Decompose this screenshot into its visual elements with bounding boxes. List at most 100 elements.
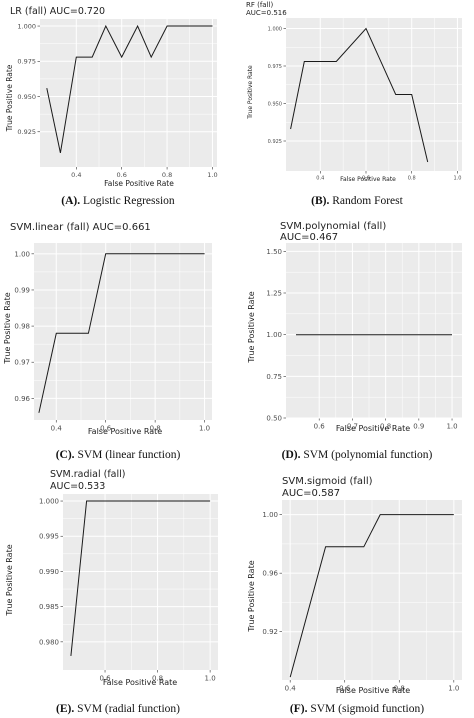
panel-b-title: RF (fall) bbox=[246, 1, 273, 9]
panel-d-y-tick-label-0: 0.50 bbox=[266, 414, 282, 422]
panel-a-x-tick-label-0: 0.4 bbox=[71, 171, 81, 179]
panel-b-caption-label: (B). bbox=[311, 195, 329, 207]
panel-a-x-tick-label-2: 0.8 bbox=[162, 171, 172, 179]
panel-f-xlabel: False Positive Rate bbox=[336, 686, 410, 695]
panel-c-x-tick-label-1: 0.6 bbox=[100, 425, 112, 433]
panel-e-y-tick-label-0: 0.980 bbox=[39, 638, 59, 646]
panel-d-x-tick-label-0: 0.6 bbox=[314, 423, 326, 431]
panel-d-plot: 0.6 0.7 0.8 0.9 1.0 0.50 0.75 1.00 1.25 1.50 bbox=[266, 243, 462, 431]
panel-e-plot-background bbox=[63, 494, 218, 670]
panel-d-caption-text: SVM (polynomial function) bbox=[300, 449, 432, 461]
panel-f-caption-label: (F). bbox=[290, 703, 308, 715]
panel-f-ylabel: True Positive Rate bbox=[247, 560, 256, 632]
panel-b-y-tick-label-0: 0.925 bbox=[268, 139, 282, 145]
panel-f-x-tick-label-1: 0.6 bbox=[339, 685, 351, 693]
panel-b-y-tick-label-3: 1.000 bbox=[268, 26, 282, 32]
panel-c-caption-label: (C). bbox=[56, 449, 75, 461]
panel-d-ylabel: True Positive Rate bbox=[247, 291, 256, 363]
panel-c-plot: 0.4 0.6 0.8 1.0 0.96 0.97 0.98 0.99 1.00 bbox=[14, 243, 212, 433]
panel-a-title: LR (fall) AUC=0.720 bbox=[10, 6, 105, 17]
panel-b: RF (fall) AUC=0.516 0.4 0.6 0.8 1.0 0.925 0.9… bbox=[246, 1, 462, 207]
panel-c-x-tick-label-0: 0.4 bbox=[51, 425, 63, 433]
panel-c-y-tick-label-2: 0.98 bbox=[14, 323, 30, 331]
panel-d-y-tick-label-1: 0.75 bbox=[266, 373, 282, 381]
panel-d-title-auc: AUC=0.467 bbox=[280, 232, 338, 243]
panel-a-xlabel: False Positive Rate bbox=[104, 179, 174, 188]
panel-e: SVM.radial (fall) AUC=0.533 0.6 0.8 1.0 0.9… bbox=[5, 469, 218, 715]
panel-a-plot: 0.4 0.6 0.8 1.0 0.925 0.950 0.975 1.000 bbox=[17, 19, 218, 179]
panel-a-x-tick-label-1: 0.6 bbox=[117, 171, 127, 179]
panel-c-y-tick-label-0: 0.96 bbox=[14, 395, 30, 403]
panel-b-x-tick-label-0: 0.4 bbox=[316, 176, 324, 182]
panel-e-y-tick-label-2: 0.990 bbox=[39, 568, 59, 576]
panel-c-y-tick-label-1: 0.97 bbox=[14, 359, 30, 367]
panel-c-caption: (C). SVM (linear function) bbox=[56, 449, 181, 461]
panel-a-caption-text: Logistic Regression bbox=[80, 195, 175, 207]
panel-a-roc-line bbox=[46, 24, 213, 154]
panel-a-x-tick-label-3: 1.0 bbox=[207, 171, 217, 179]
panel-e-title-auc: AUC=0.533 bbox=[50, 481, 105, 492]
panel-b-y-tick-label-1: 0.950 bbox=[268, 101, 282, 107]
panel-d-y-tick-label-4: 1.50 bbox=[266, 248, 282, 256]
panel-d-y-tick-label-2: 1.00 bbox=[266, 331, 282, 339]
panel-e-caption-text: SVM (radial function) bbox=[74, 703, 180, 715]
panel-e-y-tick-label-1: 0.985 bbox=[39, 603, 59, 611]
panel-d-x-tick-label-2: 0.8 bbox=[380, 423, 391, 431]
panel-b-xlabel: False Positive Rate bbox=[340, 176, 396, 183]
panel-f-x-tick-label-0: 0.4 bbox=[285, 685, 297, 693]
panel-d-x-tick-label-1: 0.7 bbox=[347, 423, 358, 431]
panel-a: LR (fall) AUC=0.720 0.4 0.6 0.8 1.0 0.925 0.9… bbox=[5, 6, 218, 207]
panel-f-x-tick-label-2: 0.8 bbox=[394, 685, 405, 693]
panel-b-plot-background bbox=[286, 18, 462, 171]
panel-e-ylabel: True Positive Rate bbox=[5, 544, 14, 616]
panel-e-y-tick-label-3: 0.995 bbox=[39, 533, 59, 541]
panel-e-x-tick-label-1: 0.8 bbox=[152, 675, 163, 683]
panel-d-y-tick-label-3: 1.25 bbox=[266, 289, 282, 297]
panel-b-caption-text: Random Forest bbox=[329, 195, 403, 207]
panel-c: SVM.linear (fall) AUC=0.661 0.4 0.6 0.8 1.0… bbox=[3, 222, 212, 461]
panel-d-x-tick-label-3: 0.9 bbox=[413, 423, 424, 431]
panel-d: SVM.polynomial (fall) AUC=0.467 0.6 0.7 0.… bbox=[247, 221, 462, 461]
panel-b-y-tick-label-2: 0.975 bbox=[268, 64, 282, 70]
panel-e-title: SVM.radial (fall) bbox=[50, 469, 125, 480]
panel-b-x-tick-label-2: 0.8 bbox=[408, 176, 416, 182]
panel-e-xlabel: False Positive Rate bbox=[103, 678, 177, 687]
panel-d-caption-label: (D). bbox=[282, 449, 301, 461]
panel-b-ylabel: True Positive Rate bbox=[247, 65, 254, 120]
panel-f-x-tick-label-3: 1.0 bbox=[448, 685, 459, 693]
panel-f-y-tick-label-2: 1.00 bbox=[262, 511, 278, 519]
panel-a-ylabel: True Positive Rate bbox=[5, 64, 14, 132]
panel-c-plot-background bbox=[34, 243, 212, 420]
panel-a-plot-background bbox=[40, 19, 217, 167]
panel-b-x-tick-label-3: 1.0 bbox=[453, 176, 461, 182]
panel-c-y-tick-label-4: 1.00 bbox=[14, 250, 30, 258]
panel-f-y-tick-label-0: 0.92 bbox=[262, 628, 278, 636]
panel-d-xlabel: False Positive Rate bbox=[336, 424, 410, 433]
panel-f: SVM.sigmoid (fall) AUC=0.587 0.4 0.6 0.8 1.… bbox=[247, 476, 462, 715]
panel-a-y-tick-label-2: 0.975 bbox=[17, 58, 36, 66]
panel-f-caption-text: SVM (sigmoid function) bbox=[307, 703, 424, 715]
panel-f-y-tick-label-1: 0.96 bbox=[262, 570, 278, 578]
panel-e-plot: 0.6 0.8 1.0 0.980 0.985 0.990 0.995 1.000 bbox=[39, 494, 218, 683]
panel-c-caption-text: SVM (linear function) bbox=[75, 449, 181, 461]
panel-c-ylabel: True Positive Rate bbox=[3, 292, 12, 364]
panel-e-caption-label: (E). bbox=[56, 703, 74, 715]
panel-c-roc-line bbox=[38, 253, 205, 413]
panel-e-x-tick-label-2: 1.0 bbox=[205, 675, 216, 683]
panel-b-caption: (B). Random Forest bbox=[311, 195, 403, 207]
panel-d-x-tick-label-4: 1.0 bbox=[446, 423, 457, 431]
panel-e-y-tick-label-4: 1.000 bbox=[39, 497, 59, 505]
panel-e-roc-line bbox=[70, 500, 211, 656]
panel-c-x-tick-label-3: 1.0 bbox=[199, 425, 210, 433]
panel-a-caption: (A). Logistic Regression bbox=[61, 195, 175, 207]
panel-f-caption: (F). SVM (sigmoid function) bbox=[290, 703, 424, 715]
panel-a-y-tick-label-3: 1.000 bbox=[17, 22, 36, 30]
panel-c-title: SVM.linear (fall) AUC=0.661 bbox=[10, 222, 151, 233]
panel-c-x-tick-label-2: 0.8 bbox=[150, 425, 161, 433]
panel-f-roc-line bbox=[289, 514, 454, 678]
panel-e-x-tick-label-0: 0.6 bbox=[99, 675, 111, 683]
panel-f-title: SVM.sigmoid (fall) bbox=[282, 476, 373, 487]
panel-e-caption: (E). SVM (radial function) bbox=[56, 703, 180, 715]
panel-c-y-tick-label-3: 0.99 bbox=[14, 286, 30, 294]
panel-b-x-tick-label-1: 0.6 bbox=[362, 176, 370, 182]
